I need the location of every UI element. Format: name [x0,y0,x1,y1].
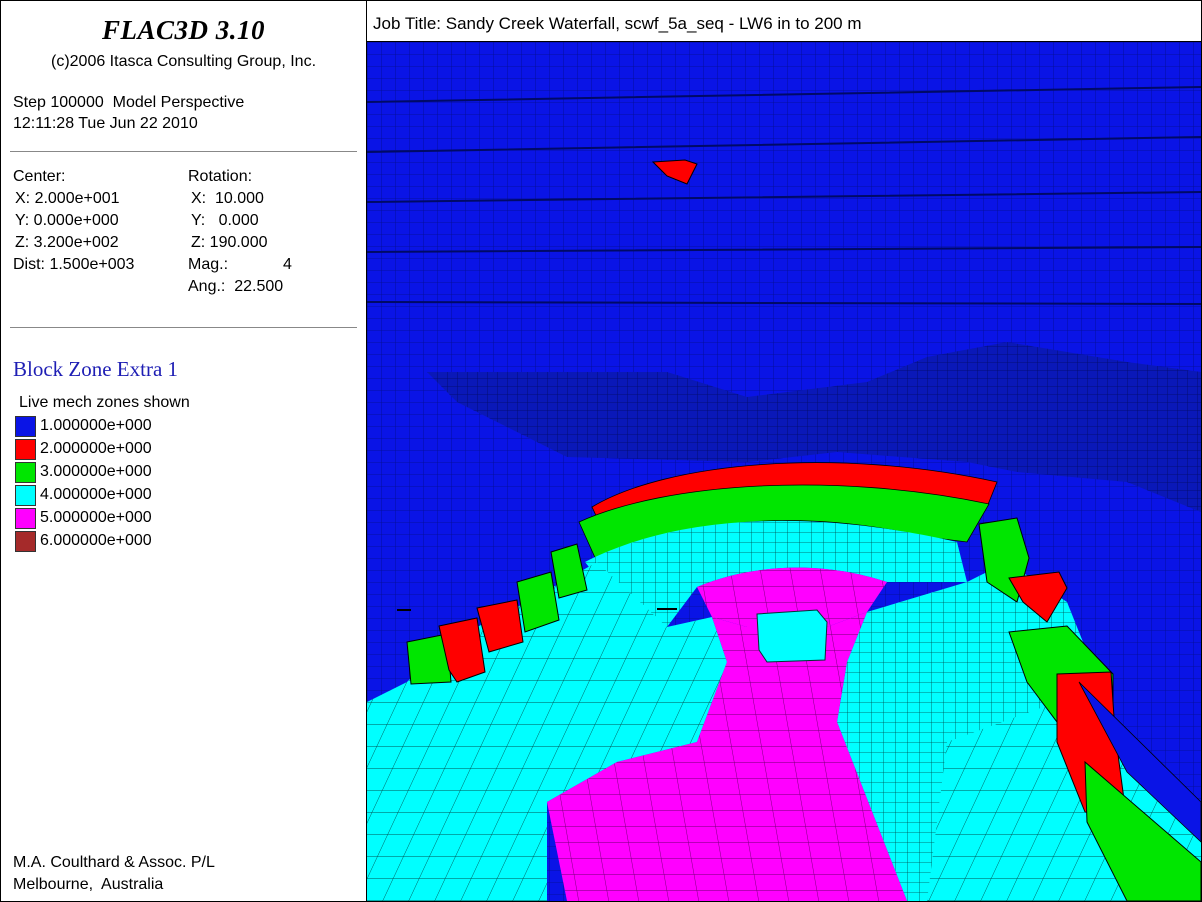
job-title-bar: Job Title: Sandy Creek Waterfall, scwf_5… [367,1,1201,42]
cyan-dome-grid [585,520,967,627]
rotation-label: Rotation: [188,168,253,185]
green-zone [516,571,560,633]
red-zone [1008,571,1068,623]
center-y: Y: 0.000e+000 [15,212,119,229]
center-z: Z: 3.200e+002 [15,234,119,251]
legend-swatch [15,508,36,529]
job-title: Job Title: Sandy Creek Waterfall, scwf_5… [373,14,862,33]
green-zone [1084,760,1201,901]
legend-swatch [15,439,36,460]
red-zone [651,159,698,185]
divider [10,151,357,152]
copyright-text: (c)2006 Itasca Consulting Group, Inc. [50,53,317,70]
legend-label: 1.000000e+000 [40,417,152,434]
legend-swatch [15,416,36,437]
magenta-valley-grid [547,612,907,901]
center-label: Center: [13,168,66,185]
terrain-steps [367,86,1201,305]
plot-item-title: Block Zone Extra 1 [13,357,179,381]
green-zone [406,633,452,685]
red-zone [438,617,486,683]
company-name: M.A. Coulthard & Assoc. P/L [13,854,215,871]
red-zone [476,599,524,653]
magnification-label: Mag.: [188,256,229,273]
rotation-y: Y: 0.000 [191,212,259,229]
legend-swatch [15,485,36,506]
magnification-value: 4 [283,256,292,273]
timestamp: 12:11:28 Tue Jun 22 2010 [13,115,198,132]
green-zone [550,543,588,599]
company-location: Melbourne, Australia [13,876,164,893]
center-x: X: 2.000e+001 [15,190,120,207]
cyan-block [756,609,828,663]
rotation-x: X: 10.000 [191,190,264,207]
legend-label: 6.000000e+000 [40,532,152,549]
distance: Dist: 1.500e+003 [13,256,135,273]
app-title: FLAC3D 3.10 [101,15,266,45]
model-view[interactable] [367,42,1201,901]
legend-swatch [15,531,36,552]
legend-label: 4.000000e+000 [40,486,152,503]
legend-label: 3.000000e+000 [40,463,152,480]
legend-label: 2.000000e+000 [40,440,152,457]
divider [10,327,357,328]
rotation-z: Z: 190.000 [191,234,268,251]
plot-item-subtitle: Live mech zones shown [19,394,190,411]
info-panel: FLAC3D 3.10 (c)2006 Itasca Consulting Gr… [1,1,367,901]
angle: Ang.: 22.500 [188,278,284,295]
subsidence-grid [427,342,1201,512]
model-render [367,42,1201,901]
legend-label: 5.000000e+000 [40,509,152,526]
legend-swatch [15,462,36,483]
terrain-right-edge [1078,681,1201,843]
step-line: Step 100000 Model Perspective [13,94,245,111]
magenta-inner-grid [697,567,887,627]
